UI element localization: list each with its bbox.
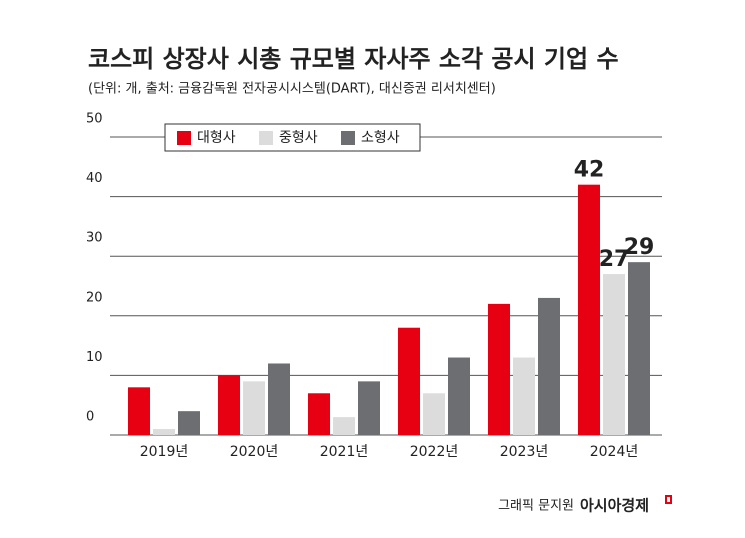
bar — [243, 381, 265, 435]
bar — [178, 411, 200, 435]
x-tick-label: 2022년 — [410, 444, 459, 460]
y-tick-label: 30 — [86, 231, 103, 246]
y-tick-label: 10 — [86, 350, 103, 365]
y-tick-label: 20 — [86, 290, 103, 305]
x-tick-label: 2020년 — [230, 444, 279, 460]
bar — [153, 429, 175, 435]
x-tick-label: 2019년 — [140, 444, 189, 460]
value-label: 42 — [574, 158, 605, 183]
bar — [128, 387, 150, 435]
legend-label: 소형사 — [361, 130, 400, 146]
bar — [358, 381, 380, 435]
bar — [398, 327, 420, 435]
y-tick-label: 50 — [86, 112, 103, 127]
y-tick-label: 40 — [86, 171, 103, 186]
bar — [603, 274, 625, 435]
bar — [423, 393, 445, 435]
legend-swatch — [341, 131, 355, 145]
legend-label: 중형사 — [279, 130, 318, 146]
legend-box — [164, 123, 421, 152]
bar — [448, 357, 470, 435]
bar — [488, 303, 510, 435]
chart-subtitle: (단위: 개, 출처: 금융감독원 전자공시시스템(DART), 대신증권 리서… — [88, 82, 496, 97]
value-label: 27 — [599, 247, 630, 272]
x-tick-label: 2023년 — [500, 444, 549, 460]
bar — [578, 184, 600, 435]
y-tick-label: 0 — [86, 410, 94, 425]
legend-swatch — [177, 131, 191, 145]
bar — [308, 393, 330, 435]
x-tick-label: 2021년 — [320, 444, 369, 460]
legend-swatch — [259, 131, 273, 145]
chart-title: 코스피 상장사 시총 규모별 자사주 소각 공시 기업 수 — [88, 45, 619, 73]
legend-label: 대형사 — [197, 130, 236, 146]
brand-mark — [665, 495, 672, 504]
x-tick-label: 2024년 — [590, 444, 639, 460]
bar — [333, 417, 355, 435]
value-label: 29 — [624, 235, 655, 260]
bar — [628, 262, 650, 435]
bar — [538, 297, 560, 435]
credit: 그래픽 문지원 — [498, 499, 574, 514]
bar — [268, 363, 290, 435]
bar — [218, 375, 240, 435]
brand: 아시아경제 — [580, 497, 649, 515]
bar — [513, 357, 535, 435]
